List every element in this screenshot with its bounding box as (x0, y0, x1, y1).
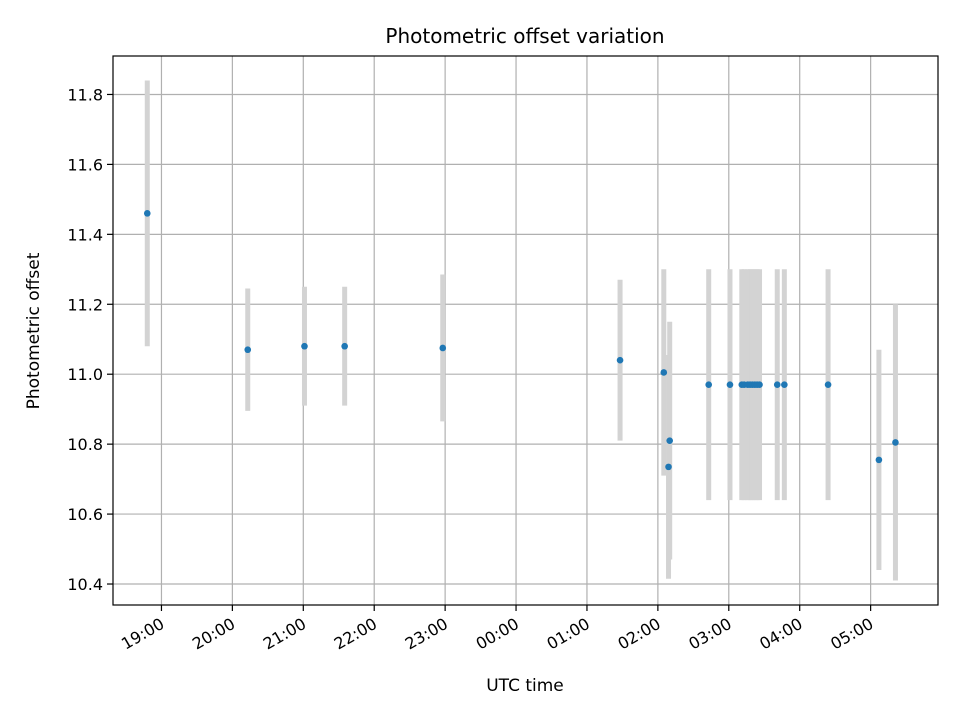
data-point (726, 381, 734, 389)
plot-frame (112, 55, 939, 606)
grid (113, 56, 938, 605)
data-point (301, 342, 308, 350)
y-tick-label: 11.2 (67, 295, 103, 314)
data-point (875, 456, 883, 464)
data-point (892, 439, 899, 446)
data-point (244, 346, 252, 354)
data-point (665, 463, 672, 471)
y-tick-label: 11.4 (67, 225, 103, 244)
data-point (439, 344, 447, 352)
data-point (341, 342, 348, 350)
data-point (781, 381, 788, 389)
y-tick-label: 10.6 (67, 505, 103, 524)
data-point (705, 381, 713, 389)
y-tick-label: 11.0 (67, 365, 103, 384)
data-point (616, 356, 624, 364)
plot-area (113, 56, 938, 605)
y-tick-label: 10.4 (67, 575, 103, 594)
y-tick-label: 10.8 (67, 435, 103, 454)
y-axis-ticks: 10.4 10.6 10.8 11.0 11.2 11.4 11.6 11.8 (67, 85, 113, 594)
data-point (756, 381, 763, 389)
data-point (143, 210, 151, 217)
data-point (666, 437, 673, 444)
data-points (143, 210, 899, 471)
chart-title: Photometric offset variation (385, 24, 664, 48)
y-tick-label: 11.8 (67, 85, 103, 104)
data-point (824, 381, 832, 389)
data-point (660, 369, 668, 376)
y-tick-label: 11.6 (67, 155, 103, 174)
data-point (773, 381, 781, 389)
y-axis-label: Photometric offset (24, 252, 44, 409)
x-axis-label: UTC time (486, 676, 564, 696)
